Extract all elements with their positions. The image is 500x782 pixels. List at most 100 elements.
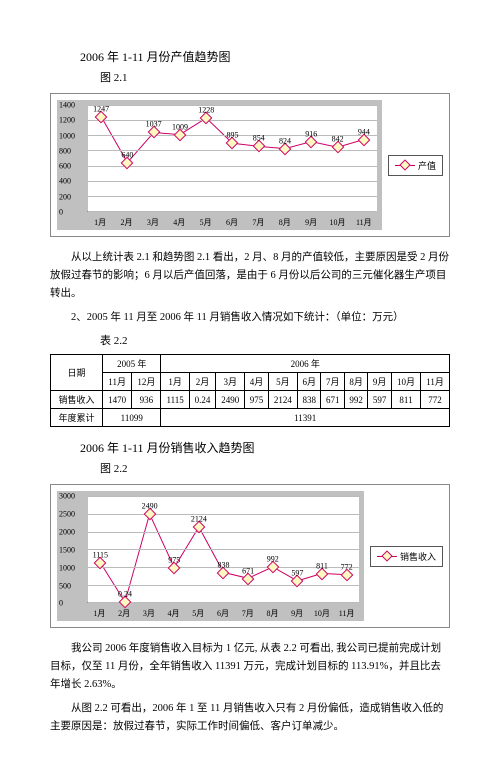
data-label: 1009 <box>172 122 188 131</box>
chart1-title: 2006 年 1-11 月份产值趋势图 <box>80 48 450 65</box>
y-tick: 1200 <box>59 116 75 125</box>
td-sales: 975 <box>245 391 268 409</box>
sales-table: 日期 2005 年 2006 年 11月12月1月2月3月4月5月6月7月8月9… <box>50 354 450 427</box>
data-label: 2490 <box>142 502 158 511</box>
th-month: 10月 <box>391 373 420 391</box>
th-sales: 销售收入 <box>51 391 103 409</box>
td-sales: 597 <box>368 391 391 409</box>
chart2-fig-label: 图 2.2 <box>100 460 450 476</box>
data-label: 916 <box>305 129 317 138</box>
paragraph-1: 从以上统计表 2.1 和趋势图 2.1 看出，2 月、8 月的产值较低，主要原因… <box>50 249 450 303</box>
data-label: 1228 <box>198 105 214 114</box>
data-label: 1037 <box>146 120 162 129</box>
chart2-legend: 销售收入 <box>370 546 443 567</box>
th-month: 11月 <box>421 373 450 391</box>
diamond-marker-icon <box>395 161 415 169</box>
th-2005: 2005 年 <box>103 355 161 373</box>
td-sales: 936 <box>132 391 161 409</box>
x-tick: 6月 <box>217 608 229 619</box>
x-tick: 11月 <box>339 608 355 619</box>
data-label: 772 <box>341 562 353 571</box>
y-tick: 400 <box>59 177 71 186</box>
paragraph-3: 我公司 2006 年度销售收入目标为 1 亿元, 从表 2.2 可看出, 我公司… <box>50 640 450 694</box>
th-2006: 2006 年 <box>161 355 450 373</box>
chart1-plot-area: 1247 640 1037 1009 1228 895 854 824 916 842 944 0 2… <box>57 100 382 230</box>
td-sales: 1470 <box>103 391 132 409</box>
y-tick: 1000 <box>59 131 75 140</box>
td-sales: 838 <box>297 391 320 409</box>
y-tick: 1000 <box>59 563 75 572</box>
chart1-fig-label: 图 2.1 <box>100 69 450 85</box>
td-sales: 0.24 <box>189 391 215 409</box>
table-label: 表 2.2 <box>100 332 450 348</box>
x-tick: 2月 <box>121 217 133 228</box>
x-tick: 9月 <box>305 217 317 228</box>
y-tick: 500 <box>59 581 71 590</box>
td-total-a: 11099 <box>103 409 161 427</box>
x-tick: 10月 <box>314 608 330 619</box>
th-month: 5月 <box>268 373 297 391</box>
y-tick: 800 <box>59 146 71 155</box>
chart1-legend-label: 产值 <box>418 159 436 172</box>
x-tick: 2月 <box>118 608 130 619</box>
x-tick: 1月 <box>94 217 106 228</box>
paragraph-2: 2、2005 年 11 月至 2006 年 11 月销售收入情况如下统计：（单位… <box>50 309 450 327</box>
data-label: 824 <box>279 136 291 145</box>
x-tick: 5月 <box>200 217 212 228</box>
x-tick: 8月 <box>266 608 278 619</box>
td-sales: 992 <box>344 391 367 409</box>
x-tick: 10月 <box>329 217 345 228</box>
x-tick: 4月 <box>173 217 185 228</box>
data-label: 671 <box>242 566 254 575</box>
th-month: 12月 <box>132 373 161 391</box>
y-tick: 0 <box>59 208 63 217</box>
data-label: 895 <box>226 131 238 140</box>
y-tick: 0 <box>59 599 63 608</box>
chart2-legend-label: 销售收入 <box>400 550 436 563</box>
y-tick: 2000 <box>59 528 75 537</box>
x-tick: 3月 <box>143 608 155 619</box>
th-date: 日期 <box>51 355 103 391</box>
x-tick: 11月 <box>356 217 372 228</box>
data-label: 811 <box>316 561 328 570</box>
th-total: 年度累计 <box>51 409 103 427</box>
td-total-b: 11391 <box>161 409 450 427</box>
td-sales: 671 <box>321 391 344 409</box>
x-tick: 9月 <box>291 608 303 619</box>
td-sales: 811 <box>391 391 420 409</box>
data-label: 0.24 <box>118 590 132 599</box>
data-label: 854 <box>253 134 265 143</box>
x-tick: 6月 <box>226 217 238 228</box>
data-label: 842 <box>332 135 344 144</box>
th-month: 2月 <box>189 373 215 391</box>
y-tick: 3000 <box>59 492 75 501</box>
td-sales: 1115 <box>161 391 189 409</box>
th-month: 1月 <box>161 373 189 391</box>
th-month: 4月 <box>245 373 268 391</box>
x-tick: 8月 <box>279 217 291 228</box>
x-tick: 7月 <box>252 217 264 228</box>
chart2-plot-area: 11150.2424909752124838671992597811772 05… <box>57 491 364 621</box>
y-tick: 1500 <box>59 545 75 554</box>
th-month: 11月 <box>103 373 132 391</box>
data-label: 2124 <box>191 515 207 524</box>
x-tick: 4月 <box>168 608 180 619</box>
data-label: 975 <box>168 555 180 564</box>
data-label: 944 <box>358 127 370 136</box>
chart1-container: 1247 640 1037 1009 1228 895 854 824 916 842 944 0 2… <box>50 93 450 237</box>
data-label: 597 <box>291 569 303 578</box>
y-tick: 2500 <box>59 510 75 519</box>
data-label: 1115 <box>93 550 108 559</box>
th-month: 7月 <box>321 373 344 391</box>
diamond-marker-icon <box>377 552 397 560</box>
th-month: 8月 <box>344 373 367 391</box>
data-label: 1247 <box>93 104 109 113</box>
th-month: 9月 <box>368 373 391 391</box>
chart1-legend: 产值 <box>388 155 443 176</box>
chart2-title: 2006 年 1-11 月份销售收入趋势图 <box>80 439 450 456</box>
y-tick: 200 <box>59 192 71 201</box>
th-month: 6月 <box>297 373 320 391</box>
x-tick: 7月 <box>242 608 254 619</box>
x-tick: 5月 <box>192 608 204 619</box>
data-label: 640 <box>121 150 133 159</box>
